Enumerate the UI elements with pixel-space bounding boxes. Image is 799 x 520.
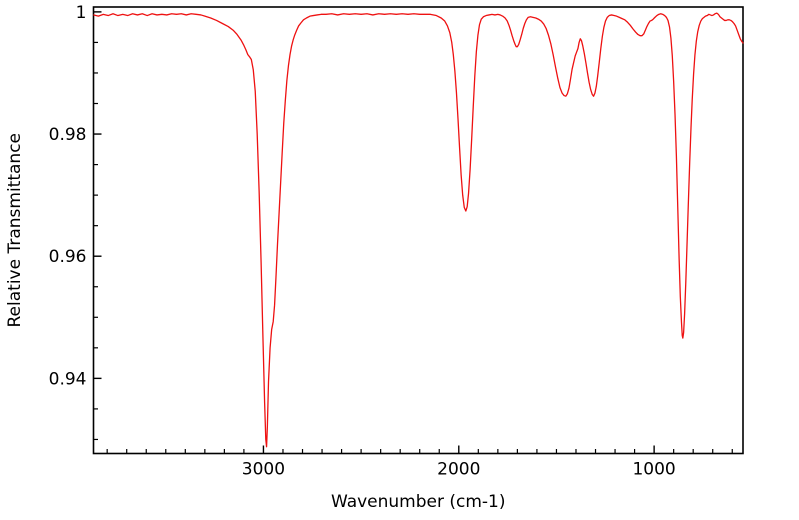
x-tick-label: 3000 [242, 460, 285, 480]
x-axis-label: Wavenumber (cm-1) [331, 492, 506, 512]
y-tick-label: 1 [76, 3, 87, 23]
y-tick-label: 0.98 [49, 125, 87, 145]
y-tick-label: 0.96 [49, 247, 87, 267]
plot-border [92, 6, 744, 455]
x-tick-label: 2000 [437, 460, 480, 480]
y-axis-label: Relative Transmittance [5, 133, 25, 328]
spectrum-line [93, 12, 744, 448]
y-tick-label: 0.94 [49, 369, 87, 389]
x-tick-label: 1000 [632, 460, 675, 480]
axis-tick-labels: 3000 2000 1000 1 0.98 0.96 0.94 [49, 3, 676, 480]
